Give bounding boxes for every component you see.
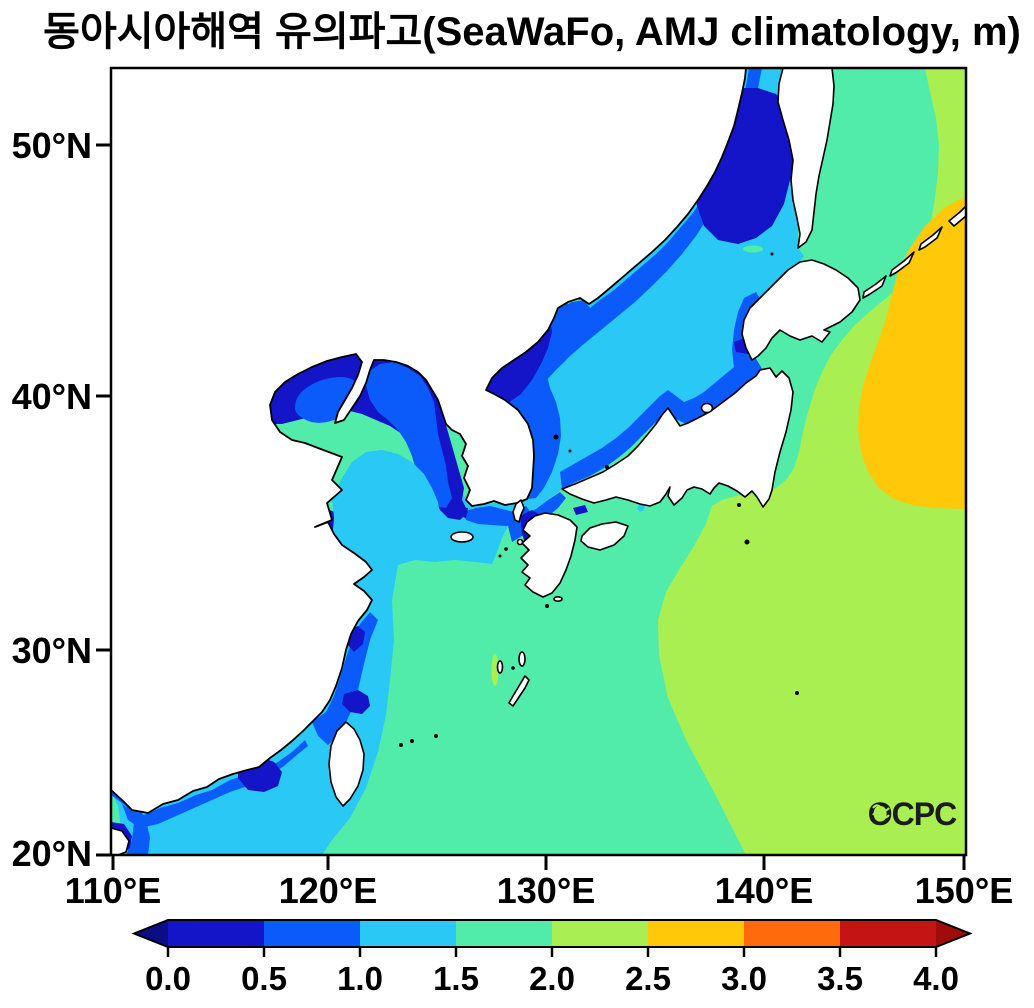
taiwan-island (328, 721, 365, 807)
colorbar-tick-labels: 0.0 0.5 1.0 1.5 2.0 2.5 3.0 3.5 4.0 (145, 960, 959, 997)
shikoku-island (580, 521, 629, 551)
colorbar-arrow-high (936, 920, 970, 947)
okinawa-lime-sliver (491, 654, 499, 686)
colorbar-arrow-low (134, 920, 168, 947)
cbar-label-5: 2.5 (625, 960, 671, 997)
tanegashima-island (553, 595, 563, 602)
lon-label-130e: 130°E (497, 870, 595, 911)
cbar-label-4: 2.0 (529, 960, 575, 997)
island-group (110, 67, 967, 856)
kuril-island-2 (889, 251, 915, 277)
cbar-label-3: 1.5 (433, 960, 479, 997)
cbar-label-2: 1.0 (337, 960, 383, 997)
colorbar-segment-1 (264, 920, 360, 947)
ocpc-logo: OCPC (868, 796, 958, 832)
kuril-island-1 (862, 275, 887, 299)
lat-label-40n: 40°N (12, 376, 92, 417)
mainland-asia-landmass (110, 67, 747, 814)
latitude-axis (96, 143, 111, 857)
map-border (109, 66, 968, 857)
map-plot: OCPC (109, 66, 968, 857)
tsushima-island (512, 499, 525, 523)
longitude-labels: 110°E 120°E 130°E 140°E 150°E (65, 870, 1013, 911)
dokdo-dot (568, 449, 572, 453)
amami-island (518, 651, 526, 667)
yellow-sea-cyan-tongue (332, 450, 440, 542)
colorbar: 0.0 0.5 1.0 1.5 2.0 2.5 3.0 3.5 4.0 (131, 919, 973, 997)
jeju-island (450, 531, 474, 543)
lon-label-120e: 120°E (279, 870, 377, 911)
colorbar-segment-7 (840, 920, 936, 947)
oki-dot (605, 465, 609, 469)
lon-label-110e: 110°E (65, 870, 162, 911)
okinawa-north-islet (496, 660, 504, 674)
honshu-island (561, 367, 794, 508)
inland-sea-cyan-speck (637, 504, 645, 512)
sea-of-japan-green-sliver (743, 245, 763, 253)
ocpc-logo-text: OCPC (868, 796, 957, 832)
kuril-island-3 (918, 226, 943, 251)
cbar-label-1: 0.5 (241, 960, 287, 997)
ulleungdo-dot (553, 434, 559, 440)
lon-label-140e: 140°E (715, 870, 813, 911)
colorbar-segment-2 (360, 920, 456, 947)
bonin-dot (795, 691, 799, 695)
ocpc-wave-icon (872, 804, 890, 812)
longitude-axis (111, 855, 966, 870)
lat-label-20n: 20°N (12, 833, 92, 874)
small-island-dots (399, 252, 799, 747)
lon-label-150e: 150°E (915, 870, 1013, 911)
iki-island (516, 538, 524, 546)
cbar-label-8: 4.0 (913, 960, 959, 997)
hokkaido-island (741, 259, 861, 361)
colorbar-segment-4 (552, 920, 648, 947)
sakhalin-island (777, 67, 835, 249)
kyushu-island (520, 512, 578, 598)
lat-label-30n: 30°N (12, 630, 92, 671)
latitude-labels: 50°N 40°N 30°N 20°N (12, 125, 92, 874)
sado-island (700, 402, 714, 414)
cbar-label-7: 3.5 (817, 960, 863, 997)
okinawa-island (508, 675, 530, 707)
ocpc-wave-icon (872, 811, 890, 819)
cbar-label-6: 3.0 (721, 960, 767, 997)
colorbar-segment-5 (648, 920, 744, 947)
chart-title: 동아시아해역 유의파고(SeaWaFo, AMJ climatology, m) (43, 10, 1021, 54)
colorbar-segment-0 (168, 920, 264, 947)
pacific-gold-region (858, 196, 966, 509)
lat-label-50n: 50°N (12, 125, 92, 166)
colorbar-segment-6 (744, 920, 840, 947)
colorbar-segment-3 (456, 920, 552, 947)
pacific-yellowgreen-region (658, 68, 966, 855)
izu-islands-dot (744, 539, 750, 545)
cbar-label-0: 0.0 (145, 960, 191, 997)
colorbar-ticks (166, 947, 938, 957)
